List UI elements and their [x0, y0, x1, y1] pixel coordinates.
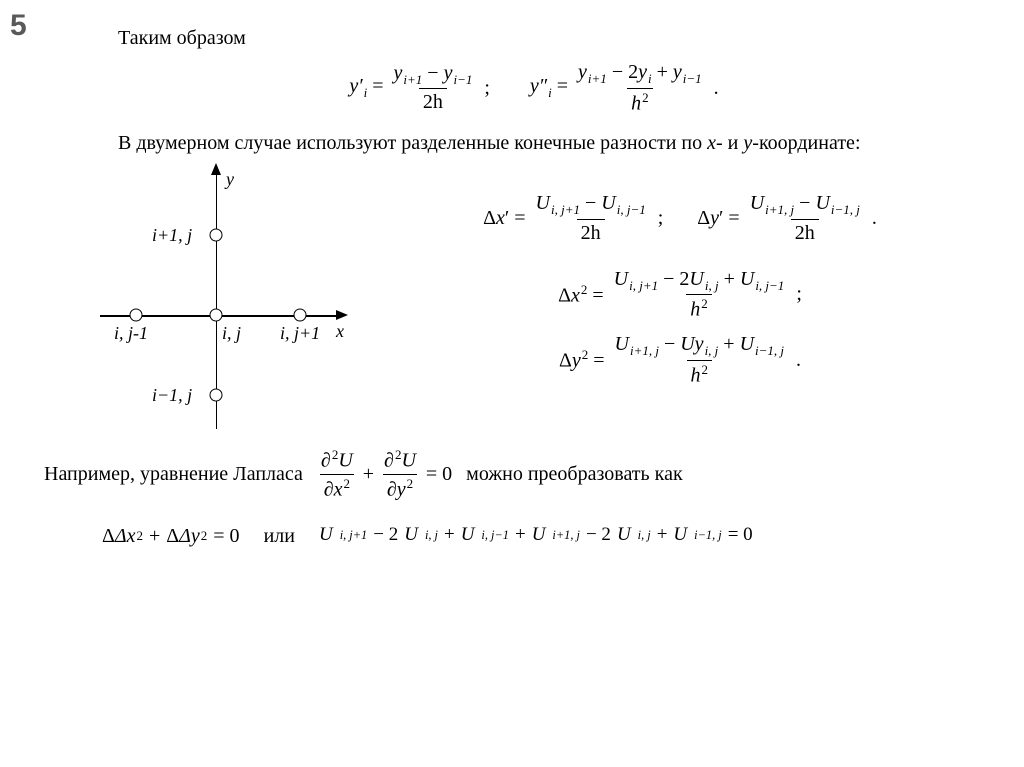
label-i-plus-1-j: i+1, j [152, 225, 192, 247]
point-left [130, 309, 143, 322]
label-i-j-minus-1: i, j-1 [114, 323, 148, 345]
eq-y-prime: y′i = yi+1 − yi−1 2h ; [349, 61, 490, 115]
eq-dy-prime: Δy′ = Ui+1, j − Ui−1, j 2h . [697, 191, 877, 245]
laplace-row: Например, уравнение Лапласа ∂2U ∂x2 + ∂2… [44, 447, 976, 501]
two-column-section: y x i+1, j i−1, j i, j i, j-1 i, j+1 Δx′… [92, 165, 976, 437]
label-i-minus-1-j: i−1, j [152, 385, 192, 407]
point-center [210, 309, 223, 322]
stencil-diagram: y x i+1, j i−1, j i, j i, j-1 i, j+1 [92, 165, 352, 437]
final-delta-eq: ΔΔx2 + ΔΔy2 = 0 [102, 524, 240, 548]
eq-dx-prime: Δx′ = Ui, j+1 − Ui, j−1 2h ; [483, 191, 663, 245]
label-y-axis: y [226, 169, 234, 191]
page-number: 5 [10, 8, 27, 44]
point-up [210, 229, 223, 242]
label-i-j-plus-1: i, j+1 [280, 323, 320, 345]
or-text: или [264, 524, 295, 548]
arrow-right-icon [336, 310, 348, 320]
label-i-j: i, j [222, 323, 241, 345]
two-d-text: В двумерном случае используют разделенны… [92, 131, 976, 155]
eq-dx-squared: Δx2 = Ui, j+1 − 2Ui, j + Ui, j−1 h2 ; [558, 267, 802, 322]
point-down [210, 389, 223, 402]
label-x-axis: x [336, 321, 344, 343]
laplace-equation: ∂2U ∂x2 + ∂2U ∂y2 = 0 [317, 447, 452, 501]
eq-y-double-prime: y″i = yi+1 − 2yi + yi−1 h2 . [530, 60, 719, 115]
eq-dy-squared: Δy2 = Ui+1, j − Uyi, j + Ui−1, j h2 . [559, 332, 801, 387]
page-content: Таким образом y′i = yi+1 − yi−1 2h ; y″i… [0, 0, 1024, 548]
final-row: ΔΔx2 + ΔΔy2 = 0 или Ui, j+1 − 2Ui, j + U… [102, 524, 976, 548]
final-expanded-eq: Ui, j+1 − 2Ui, j + Ui, j−1 + Ui+1, j − 2… [319, 524, 753, 547]
point-right [294, 309, 307, 322]
rhs-equations: Δx′ = Ui, j+1 − Ui, j−1 2h ; Δy′ = Ui+1,… [384, 165, 976, 387]
arrow-up-icon [211, 163, 221, 175]
intro-text: Таким образом [92, 26, 976, 50]
eq-top-row: y′i = yi+1 − yi−1 2h ; y″i = yi+1 − 2yi … [92, 60, 976, 115]
